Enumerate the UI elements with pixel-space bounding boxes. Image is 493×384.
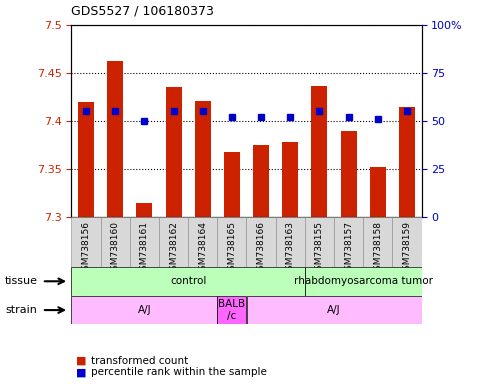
Bar bbox=[195, 101, 211, 217]
Bar bbox=[101, 217, 130, 267]
Bar bbox=[217, 217, 246, 267]
Text: A/J: A/J bbox=[327, 305, 341, 315]
Bar bbox=[334, 217, 363, 267]
Text: GSM738159: GSM738159 bbox=[402, 221, 412, 276]
Text: control: control bbox=[170, 276, 207, 286]
Bar bbox=[217, 296, 246, 324]
Bar bbox=[107, 61, 123, 217]
Text: GSM738165: GSM738165 bbox=[227, 221, 237, 276]
Bar bbox=[305, 267, 422, 296]
Text: GSM738166: GSM738166 bbox=[256, 221, 266, 276]
Text: BALB
/c: BALB /c bbox=[218, 299, 246, 321]
Text: GSM738161: GSM738161 bbox=[140, 221, 149, 276]
Bar bbox=[392, 217, 422, 267]
Bar bbox=[130, 217, 159, 267]
Bar bbox=[305, 217, 334, 267]
Bar bbox=[282, 142, 298, 217]
Bar bbox=[224, 152, 240, 217]
Text: ■: ■ bbox=[76, 356, 87, 366]
Text: GSM738158: GSM738158 bbox=[373, 221, 382, 276]
Text: GSM738160: GSM738160 bbox=[111, 221, 120, 276]
Bar bbox=[71, 217, 101, 267]
Bar bbox=[188, 217, 217, 267]
Bar bbox=[166, 87, 181, 217]
Text: GDS5527 / 106180373: GDS5527 / 106180373 bbox=[71, 4, 214, 17]
Bar bbox=[71, 296, 217, 324]
Text: GSM738156: GSM738156 bbox=[81, 221, 91, 276]
Bar bbox=[71, 267, 305, 296]
Bar bbox=[276, 217, 305, 267]
Bar bbox=[159, 217, 188, 267]
Bar bbox=[78, 102, 94, 217]
Text: tissue: tissue bbox=[5, 276, 38, 286]
Text: GSM738163: GSM738163 bbox=[286, 221, 295, 276]
Text: percentile rank within the sample: percentile rank within the sample bbox=[91, 367, 267, 377]
Bar bbox=[246, 217, 276, 267]
Text: GSM738162: GSM738162 bbox=[169, 221, 178, 276]
Bar bbox=[363, 217, 392, 267]
Text: GSM738155: GSM738155 bbox=[315, 221, 324, 276]
Text: transformed count: transformed count bbox=[91, 356, 188, 366]
Text: strain: strain bbox=[5, 305, 37, 315]
Bar bbox=[253, 145, 269, 217]
Text: A/J: A/J bbox=[138, 305, 151, 315]
Bar bbox=[137, 202, 152, 217]
Text: GSM738157: GSM738157 bbox=[344, 221, 353, 276]
Text: rhabdomyosarcoma tumor: rhabdomyosarcoma tumor bbox=[294, 276, 433, 286]
Bar bbox=[246, 296, 422, 324]
Text: ■: ■ bbox=[76, 367, 87, 377]
Text: GSM738164: GSM738164 bbox=[198, 221, 207, 276]
Bar bbox=[312, 86, 327, 217]
Bar bbox=[370, 167, 386, 217]
Bar bbox=[341, 131, 356, 217]
Bar bbox=[399, 106, 415, 217]
